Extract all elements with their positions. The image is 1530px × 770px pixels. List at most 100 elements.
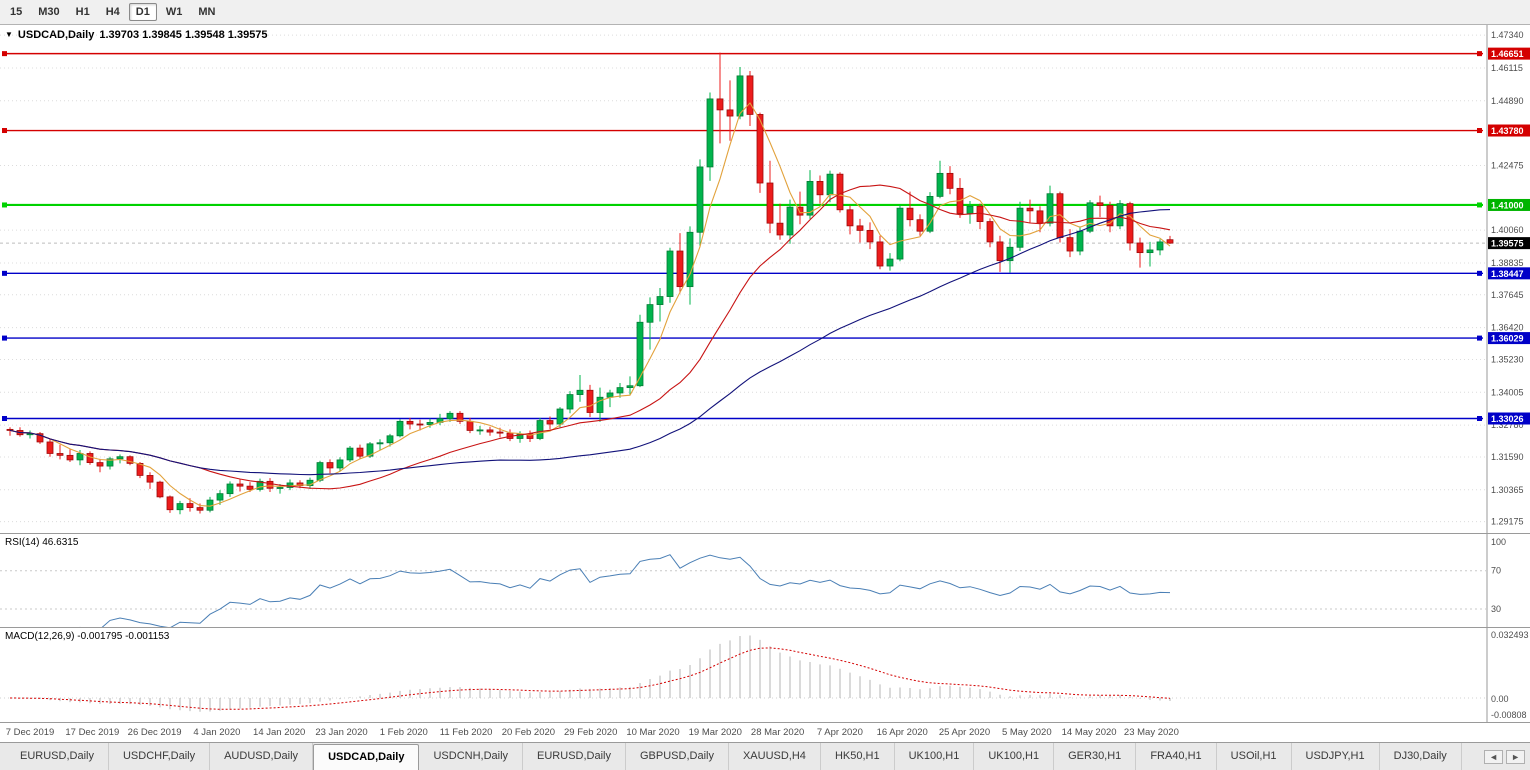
timeframe-button-h4[interactable]: H4	[105, 6, 120, 18]
chart-tab-12-fra40-h1[interactable]: FRA40,H1	[1136, 743, 1217, 770]
chart-tab-6-gbpusd-daily[interactable]: GBPUSD,Daily	[626, 743, 729, 770]
chart-tab-2-audusd-daily[interactable]: AUDUSD,Daily	[210, 743, 314, 770]
date-axis-label: 19 Mar 2020	[688, 727, 742, 738]
candle-body	[536, 420, 544, 439]
macd-canvas[interactable]: 0.032493 0.00 -0.00808	[0, 628, 1530, 722]
candle-body	[696, 166, 704, 233]
timeframe-button-d1[interactable]: D1	[128, 3, 157, 21]
date-axis-label: 16 Apr 2020	[876, 727, 928, 738]
rsi-indicator-panel: 100 70 30 RSI(14) 46.6315	[0, 533, 1530, 627]
candle-body	[986, 221, 994, 243]
price-level-box	[1488, 198, 1530, 211]
candle-body	[916, 219, 924, 232]
chart-tab-10-uk100-h1[interactable]: UK100,H1	[974, 743, 1055, 770]
price-axis-label: 1.38835	[1491, 258, 1524, 268]
chart-tab-15-dj30-daily[interactable]: DJ30,Daily	[1380, 743, 1462, 770]
candle-body	[576, 389, 584, 395]
chart-tab-5-eurusd-daily[interactable]: EURUSD,Daily	[523, 743, 626, 770]
chart-tab-7-xauusd-h4[interactable]: XAUUSD,H4	[729, 743, 821, 770]
collapse-triangle-icon[interactable]: ▼	[5, 30, 13, 39]
timeframe-button-m30[interactable]: M30	[38, 6, 60, 18]
candle-body	[56, 453, 64, 456]
candle-body	[1106, 205, 1114, 227]
price-level-box	[1488, 47, 1530, 60]
date-axis[interactable]: 7 Dec 2019 17 Dec 2019 26 Dec 2019 4 Jan 20…	[0, 722, 1530, 742]
moving-average-line-50	[9, 209, 1171, 476]
moving-average-line-5	[9, 102, 1171, 507]
candle-body	[76, 453, 84, 461]
date-axis-label: 14 May 2020	[1061, 727, 1117, 738]
timeframe-button-mn[interactable]: MN	[198, 6, 216, 18]
price-axis-label: 1.40060	[1491, 225, 1524, 235]
price-chart-canvas[interactable]: 1.47340 1.46115 1.44890 1.42475 1.40060 1.388…	[0, 25, 1530, 533]
chart-tab-4-usdcnh-daily[interactable]: USDCNH,Daily	[419, 743, 524, 770]
candle-body	[766, 182, 774, 224]
rsi-label: RSI(14) 46.6315	[5, 537, 79, 548]
line-end-marker	[1477, 128, 1482, 134]
chart-tab-11-ger30-h1[interactable]: GER30,H1	[1054, 743, 1137, 770]
tab-scroll-controls: ◄ ►	[1484, 743, 1530, 770]
date-axis-label: 10 Mar 2020	[626, 727, 680, 738]
price-axis-label: 1.46115	[1491, 63, 1523, 73]
candle-body	[66, 454, 74, 461]
tabs-scroll-right-icon[interactable]: ►	[1506, 749, 1525, 764]
chart-tab-14-usdjpy-h1[interactable]: USDJPY,H1	[1292, 743, 1380, 770]
candle-body	[886, 258, 894, 267]
chart-tab-13-usoil-h1[interactable]: USOil,H1	[1217, 743, 1292, 770]
candle-body	[386, 435, 394, 444]
candle-body	[906, 207, 914, 221]
price-level-box	[1488, 124, 1530, 137]
candle-body	[1166, 239, 1174, 244]
price-axis-label: 1.36420	[1491, 323, 1524, 333]
candle-body	[136, 462, 144, 476]
tabs-scroll-left-icon[interactable]: ◄	[1484, 749, 1504, 764]
date-axis-label: 17 Dec 2019	[65, 727, 120, 738]
timeframe-button-15[interactable]: 15	[10, 6, 23, 18]
candle-body	[416, 423, 424, 426]
price-level-box-label: 1.38447	[1491, 269, 1524, 279]
candle-body	[1076, 230, 1084, 252]
chart-tab-0-eurusd-daily[interactable]: EURUSD,Daily	[6, 743, 109, 770]
candle-body	[6, 428, 14, 431]
price-chart-panel: 1.47340 1.46115 1.44890 1.42475 1.40060 1.388…	[0, 25, 1530, 533]
candle-body	[776, 222, 784, 236]
candle-body	[646, 304, 654, 323]
price-level-box-label: 1.36029	[1491, 334, 1524, 344]
candle-body	[316, 462, 324, 481]
candle-body	[1136, 242, 1144, 254]
candle-body	[406, 420, 414, 425]
candle-body	[1026, 207, 1034, 212]
candle-body	[596, 396, 604, 413]
line-end-marker	[2, 202, 7, 208]
chart-tab-8-hk50-h1[interactable]: HK50,H1	[821, 743, 895, 770]
date-axis-label: 25 Apr 2020	[938, 727, 991, 738]
date-axis-label: 23 May 2020	[1123, 727, 1179, 738]
timeframe-button-h1[interactable]: H1	[75, 6, 90, 18]
date-axis-label: 1 Feb 2020	[379, 727, 428, 738]
chart-tab-3-usdcad-daily[interactable]: USDCAD,Daily	[313, 744, 420, 770]
price-level-box	[1488, 267, 1530, 280]
line-end-marker	[1477, 51, 1482, 57]
timeframe-toolbar: 15 M30 H1 H4 D1 W1 MN	[0, 0, 1530, 25]
candle-body	[356, 447, 364, 457]
candle-body	[726, 109, 734, 117]
candle-body	[966, 205, 974, 214]
candle-body	[96, 462, 104, 467]
candle-body	[856, 225, 864, 231]
candle-body	[936, 172, 944, 197]
candle-body	[126, 456, 134, 464]
rsi-canvas[interactable]: 100 70 30	[0, 534, 1530, 627]
timeframe-button-group: 15 M30 H1 H4 D1 W1 MN	[2, 3, 223, 21]
candle-body	[1096, 202, 1104, 206]
price-level-box	[1488, 237, 1530, 250]
line-end-marker	[1477, 270, 1482, 276]
chart-tab-1-usdchf-daily[interactable]: USDCHF,Daily	[109, 743, 211, 770]
price-axis-label: 1.37645	[1491, 290, 1524, 300]
date-axis-label: 28 Mar 2020	[750, 727, 805, 738]
price-level-box-label: 1.43780	[1491, 126, 1524, 136]
candle-body	[806, 180, 814, 216]
candle-body	[226, 483, 234, 495]
timeframe-button-w1[interactable]: W1	[165, 6, 183, 18]
chart-tab-9-uk100-h1[interactable]: UK100,H1	[895, 743, 975, 770]
candle-body	[586, 389, 594, 413]
